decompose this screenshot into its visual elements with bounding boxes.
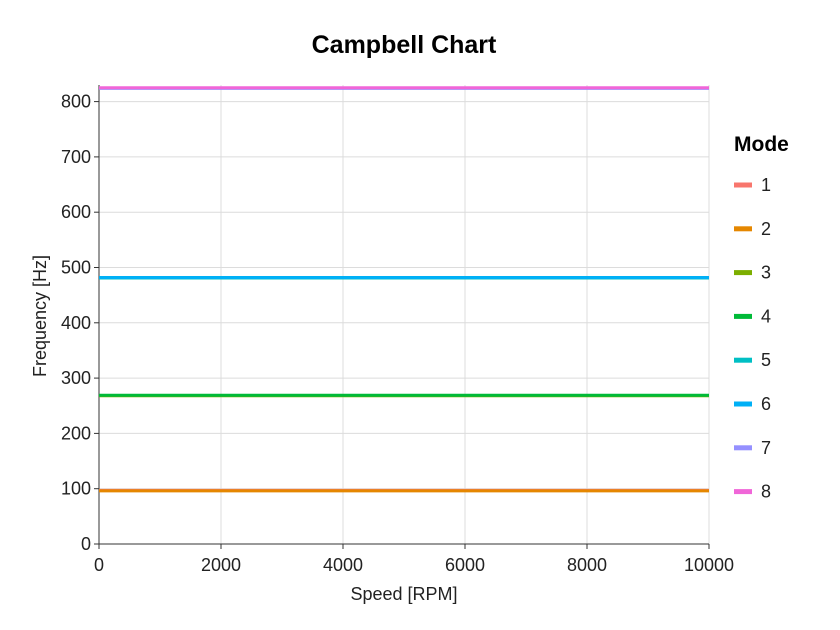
y-tick-label: 800 bbox=[61, 92, 91, 112]
legend-swatch-mode-1 bbox=[734, 182, 752, 188]
legend-label-mode-3: 3 bbox=[761, 263, 771, 283]
y-axis-ticks: 0 100 200 300 400 500 600 700 800 bbox=[61, 92, 99, 554]
y-tick-label: 200 bbox=[61, 423, 91, 443]
y-tick-label: 700 bbox=[61, 147, 91, 167]
legend-title: Mode bbox=[734, 133, 789, 156]
y-tick-label: 400 bbox=[61, 313, 91, 333]
x-tick-label: 2000 bbox=[201, 555, 241, 575]
y-tick-label: 0 bbox=[81, 534, 91, 554]
legend-label-mode-5: 5 bbox=[761, 350, 771, 370]
y-tick-label: 600 bbox=[61, 202, 91, 222]
legend-swatch-mode-4 bbox=[734, 313, 752, 319]
legend-label-mode-8: 8 bbox=[761, 482, 771, 502]
legend-swatch-mode-5 bbox=[734, 357, 752, 363]
legend: 1 2 3 4 5 6 7 8 bbox=[734, 175, 771, 502]
x-tick-label: 6000 bbox=[445, 555, 485, 575]
y-axis-label: Frequency [Hz] bbox=[30, 255, 50, 377]
legend-label-mode-4: 4 bbox=[761, 306, 771, 326]
x-axis-label: Speed [RPM] bbox=[350, 584, 457, 604]
plot-border bbox=[98, 85, 709, 545]
legend-label-mode-6: 6 bbox=[761, 394, 771, 414]
legend-swatch-mode-8 bbox=[734, 489, 752, 495]
legend-label-mode-7: 7 bbox=[761, 438, 771, 458]
x-tick-label: 8000 bbox=[567, 555, 607, 575]
y-tick-label: 300 bbox=[61, 368, 91, 388]
x-tick-label: 0 bbox=[94, 555, 104, 575]
series-lines bbox=[99, 86, 709, 493]
y-tick-label: 500 bbox=[61, 257, 91, 277]
legend-swatch-mode-3 bbox=[734, 270, 752, 276]
x-tick-label: 4000 bbox=[323, 555, 363, 575]
legend-label-mode-1: 1 bbox=[761, 175, 771, 195]
legend-label-mode-2: 2 bbox=[761, 219, 771, 239]
legend-swatch-mode-6 bbox=[734, 401, 752, 407]
y-tick-label: 100 bbox=[61, 479, 91, 499]
chart-title: Campbell Chart bbox=[312, 31, 497, 59]
grid bbox=[98, 85, 710, 545]
x-tick-label: 10000 bbox=[684, 555, 734, 575]
x-axis-ticks: 0 2000 4000 6000 8000 10000 bbox=[94, 544, 734, 575]
legend-swatch-mode-7 bbox=[734, 445, 752, 451]
legend-swatch-mode-2 bbox=[734, 226, 752, 232]
